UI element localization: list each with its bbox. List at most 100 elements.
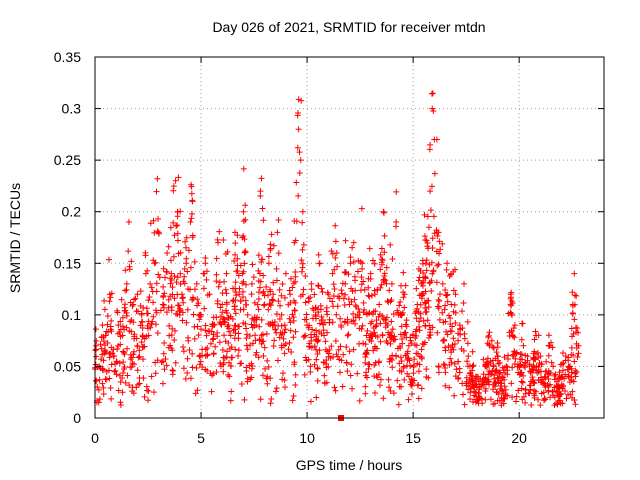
data-point bbox=[464, 318, 471, 325]
data-point bbox=[220, 368, 227, 375]
data-point bbox=[202, 260, 209, 267]
data-point bbox=[381, 232, 388, 239]
data-point bbox=[228, 344, 235, 351]
data-point bbox=[152, 359, 159, 366]
data-point bbox=[384, 339, 391, 346]
data-point bbox=[415, 395, 422, 402]
data-point bbox=[350, 317, 357, 324]
data-point bbox=[496, 370, 503, 377]
data-point bbox=[257, 193, 264, 200]
data-point bbox=[319, 288, 326, 295]
data-point bbox=[444, 260, 451, 267]
data-point bbox=[251, 322, 258, 329]
data-point bbox=[168, 332, 175, 339]
data-point bbox=[300, 241, 307, 248]
data-point bbox=[296, 170, 303, 177]
data-point bbox=[387, 333, 394, 340]
data-point bbox=[134, 367, 141, 374]
data-point bbox=[568, 325, 575, 332]
data-point bbox=[313, 394, 320, 401]
data-point bbox=[466, 370, 473, 377]
data-point bbox=[486, 329, 493, 336]
data-points bbox=[92, 90, 582, 421]
data-point bbox=[451, 392, 458, 399]
data-point bbox=[290, 334, 297, 341]
data-point bbox=[445, 343, 452, 350]
data-point bbox=[247, 376, 254, 383]
data-point bbox=[318, 330, 325, 337]
data-point bbox=[522, 386, 529, 393]
data-point bbox=[94, 364, 101, 371]
data-point bbox=[290, 393, 297, 400]
data-point bbox=[563, 395, 570, 402]
data-point bbox=[493, 349, 500, 356]
data-point bbox=[345, 296, 352, 303]
data-point bbox=[165, 296, 172, 303]
data-point bbox=[281, 329, 288, 336]
data-point bbox=[375, 313, 382, 320]
data-point bbox=[311, 343, 318, 350]
data-point bbox=[223, 290, 230, 297]
data-point bbox=[222, 338, 229, 345]
data-point bbox=[232, 297, 239, 304]
data-point bbox=[350, 310, 357, 317]
data-point bbox=[276, 316, 283, 323]
data-point bbox=[535, 332, 542, 339]
data-point bbox=[572, 373, 579, 380]
data-point bbox=[442, 382, 449, 389]
data-point bbox=[212, 343, 219, 350]
data-point bbox=[270, 279, 277, 286]
data-point bbox=[316, 320, 323, 327]
data-point bbox=[337, 315, 344, 322]
data-point bbox=[443, 292, 450, 299]
data-point bbox=[568, 369, 575, 376]
data-point bbox=[439, 309, 446, 316]
data-point bbox=[265, 253, 272, 260]
data-point bbox=[511, 361, 518, 368]
data-point bbox=[169, 371, 176, 378]
data-point bbox=[503, 363, 510, 370]
data-point bbox=[259, 372, 266, 379]
data-point bbox=[469, 367, 476, 374]
data-point bbox=[332, 337, 339, 344]
data-point bbox=[403, 317, 410, 324]
data-point bbox=[429, 270, 436, 277]
data-point bbox=[564, 366, 571, 373]
data-point bbox=[545, 375, 552, 382]
data-point bbox=[346, 348, 353, 355]
data-point bbox=[281, 350, 288, 357]
data-point bbox=[572, 401, 579, 408]
data-point bbox=[320, 321, 327, 328]
data-point bbox=[464, 358, 471, 365]
data-point bbox=[177, 249, 184, 256]
data-point bbox=[430, 267, 437, 274]
data-point bbox=[93, 346, 100, 353]
data-point bbox=[101, 306, 108, 313]
data-point bbox=[405, 342, 412, 349]
data-point bbox=[177, 208, 184, 215]
data-point bbox=[256, 284, 263, 291]
data-point bbox=[281, 342, 288, 349]
data-point bbox=[569, 333, 576, 340]
data-point bbox=[210, 350, 217, 357]
data-point bbox=[504, 367, 511, 374]
data-point bbox=[169, 347, 176, 354]
data-point bbox=[102, 349, 109, 356]
data-point bbox=[517, 361, 524, 368]
data-point bbox=[108, 361, 115, 368]
data-point bbox=[341, 268, 348, 275]
data-point bbox=[231, 306, 238, 313]
data-point bbox=[236, 323, 243, 330]
data-point bbox=[417, 310, 424, 317]
data-point bbox=[194, 323, 201, 330]
data-point bbox=[292, 278, 299, 285]
data-point bbox=[277, 302, 284, 309]
data-point bbox=[120, 358, 127, 365]
data-point bbox=[387, 340, 394, 347]
data-point bbox=[366, 245, 373, 252]
data-point bbox=[114, 307, 121, 314]
data-point bbox=[294, 144, 301, 151]
data-point bbox=[275, 322, 282, 329]
data-point bbox=[106, 298, 113, 305]
data-point bbox=[302, 273, 309, 280]
